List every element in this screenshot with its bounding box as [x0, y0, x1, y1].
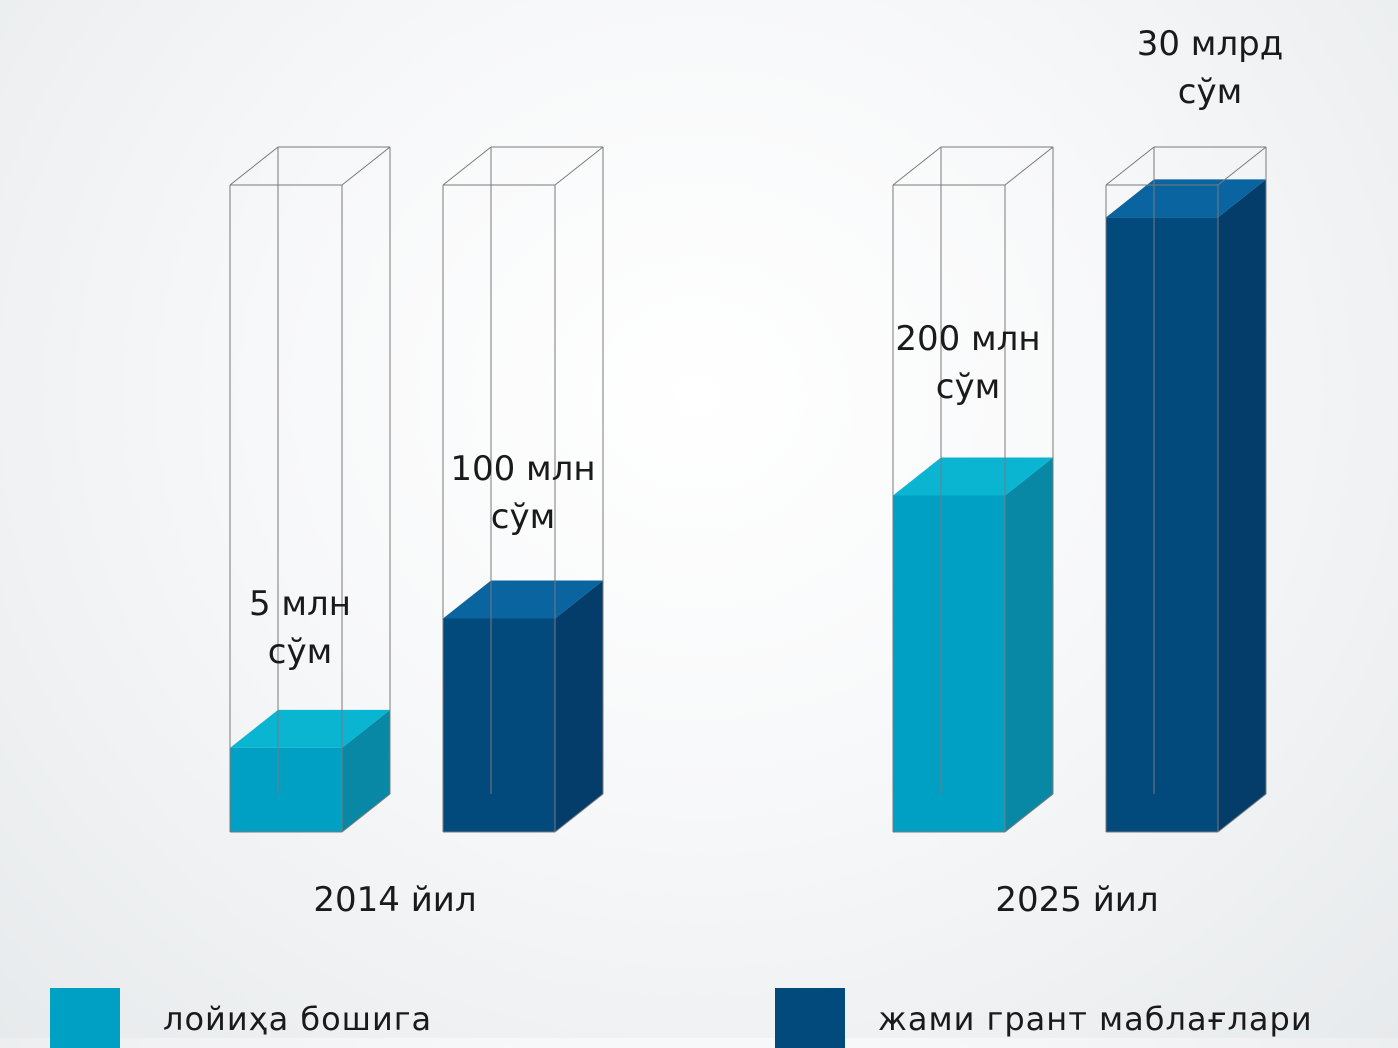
category-label-2025: 2025 йил — [995, 880, 1159, 920]
glass-edge-cat0-series0 — [341, 793, 391, 833]
bar-side-cat0-series1 — [555, 580, 603, 832]
bar-front-cat1-series0 — [893, 495, 1005, 832]
bar-side-cat1-series1 — [1218, 179, 1266, 833]
glass-edge-cat0-series0 — [341, 146, 391, 186]
bar-top-cat0-series0 — [230, 709, 390, 748]
glass-edge-cat1-series0 — [892, 146, 942, 186]
glass-edge-cat0-series0 — [229, 146, 279, 186]
legend-swatch-per-project — [50, 988, 120, 1048]
bar-top-cat0-series1 — [443, 580, 603, 619]
glass-edge-cat1-series1 — [1217, 793, 1267, 833]
glass-edge-cat0-series1 — [554, 146, 604, 186]
legend-label-total-grants: жами грант маблағлари — [878, 1000, 1313, 1038]
category-label-2014: 2014 йил — [313, 880, 477, 920]
bar-front-cat0-series1 — [443, 618, 555, 832]
glass-edge-cat0-series1 — [554, 793, 604, 833]
glass-edge-cat0-series1 — [442, 146, 492, 186]
glass-edge-cat1-series0 — [1004, 793, 1054, 833]
data-label-2014-total-grants: 100 млн сўм — [450, 449, 596, 537]
data-label-2025-total-grants: 30 млрд сўм — [1136, 24, 1284, 112]
bar-top-cat1-series0 — [893, 457, 1053, 496]
glass-edge-cat1-series1 — [1105, 146, 1155, 186]
data-label-2014-per-project: 5 млн сўм — [248, 584, 352, 672]
legend-label-per-project: лойиҳа бошига — [163, 1000, 433, 1038]
data-label-2025-per-project: 200 млн сўм — [895, 319, 1041, 407]
bar-front-cat0-series0 — [230, 747, 342, 832]
glass-edge-cat1-series1 — [1217, 146, 1267, 186]
bar-top-cat1-series1 — [1106, 179, 1266, 218]
bar-side-cat0-series0 — [342, 709, 390, 832]
bar-side-cat1-series0 — [1005, 457, 1053, 832]
bar-front-cat1-series1 — [1106, 217, 1218, 833]
glass-edge-cat1-series0 — [1004, 146, 1054, 186]
legend-swatch-total-grants — [775, 988, 845, 1048]
